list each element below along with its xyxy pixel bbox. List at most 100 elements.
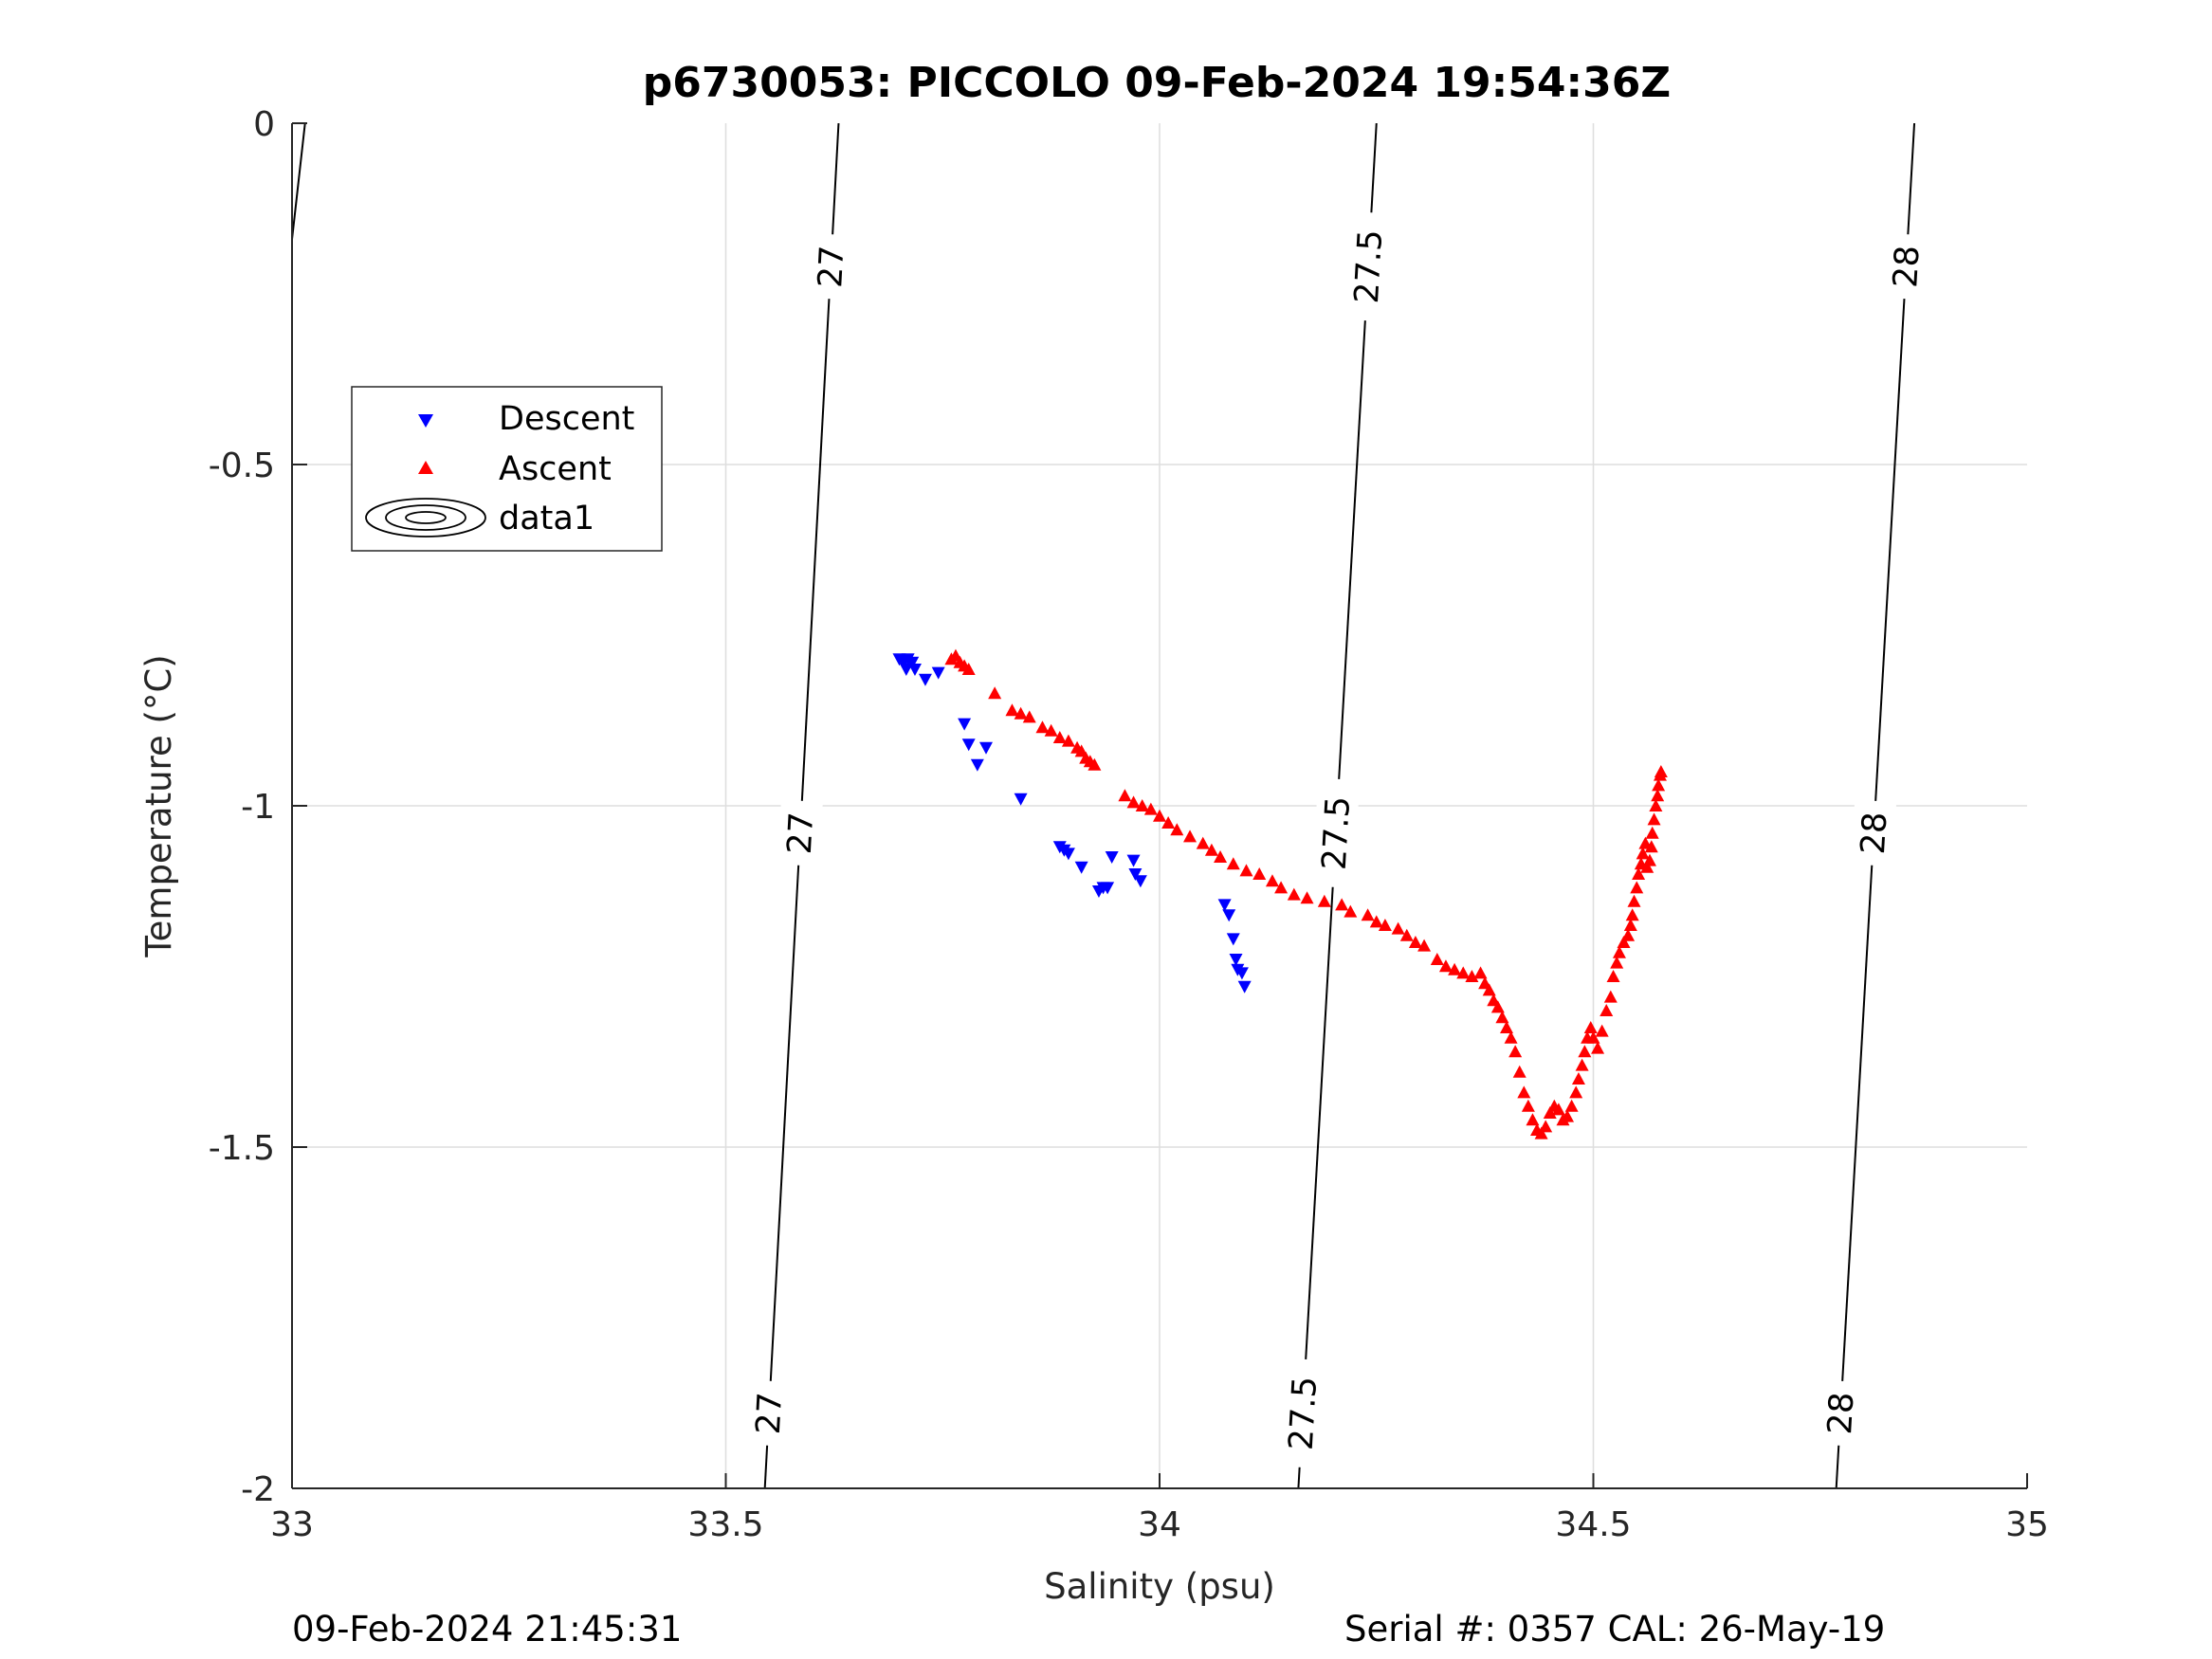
ascent-point: [1044, 723, 1058, 737]
descent-point: [1074, 861, 1088, 874]
tick-layer: 33 33.5 34 34.5 35 0 -0.5 -1 -1.5 -2: [209, 105, 2049, 1544]
ascent-point: [1632, 867, 1646, 880]
ascent-point: [1378, 919, 1392, 931]
ascent-point: [1595, 1024, 1609, 1037]
ascent-point: [1448, 962, 1462, 975]
descent-point: [1126, 854, 1141, 867]
descent-point: [1128, 868, 1143, 881]
ascent-point: [1317, 894, 1331, 907]
footer-timestamp: 09-Feb-2024 21:45:31: [292, 1609, 682, 1650]
ascent-point: [1490, 1000, 1505, 1013]
ascent-point: [1654, 765, 1668, 777]
contour-label-27: 27: [750, 1392, 790, 1436]
contour-label-gap: [808, 233, 854, 301]
ascent-point: [1391, 921, 1405, 935]
contour-label-27-5: 27.5: [1283, 1376, 1325, 1451]
ascent-point: [1287, 887, 1301, 901]
ascent-point: [1161, 816, 1176, 829]
descent-point: [1105, 851, 1119, 864]
ascent-point: [1561, 1109, 1575, 1122]
descent-point: [931, 666, 945, 680]
descent-point: [1222, 909, 1236, 922]
descent-point: [1014, 793, 1028, 806]
ascent-point: [1630, 881, 1644, 894]
ascent-point: [1399, 928, 1414, 941]
ascent-point: [1512, 1065, 1526, 1078]
ascent-point: [1612, 945, 1626, 958]
descent-series: [892, 653, 1252, 994]
ascent-point: [1153, 809, 1166, 822]
ascent-point: [1586, 1030, 1600, 1044]
ascent-point: [1591, 1041, 1605, 1054]
ascent-point: [1627, 894, 1641, 907]
legend-item-data1: data1: [365, 498, 594, 538]
ascent-point: [1645, 826, 1659, 839]
descent-point: [1237, 980, 1252, 994]
ascent-point: [1606, 970, 1620, 982]
ascent-point: [1649, 799, 1663, 811]
ascent-point: [1543, 1106, 1557, 1119]
descent-point: [979, 741, 993, 755]
ascent-point: [1603, 990, 1618, 1003]
ascent-point: [1196, 836, 1210, 849]
x-tick-label: 34: [1138, 1505, 1181, 1544]
ascent-point: [1610, 956, 1624, 969]
legend-data1-label: data1: [499, 500, 594, 538]
x-tick-label: 35: [2005, 1505, 2049, 1544]
legend-item-descent: Descent: [418, 400, 634, 438]
ascent-point: [1569, 1085, 1583, 1099]
ascent-point: [1022, 710, 1036, 723]
descent-point: [918, 673, 932, 686]
ascent-point: [1239, 864, 1253, 877]
ascent-point: [1652, 778, 1666, 792]
ascent-point: [1640, 860, 1654, 873]
ascent-point: [1265, 874, 1279, 887]
legend-box: [351, 386, 663, 552]
ascent-point: [1335, 898, 1349, 911]
ascent-point: [1135, 799, 1149, 811]
ascent-point: [1417, 939, 1432, 952]
legend-item-ascent: Ascent: [418, 450, 612, 488]
density-contours: 27 27 27 27.5 27.5 27.5 28 28 28: [291, 122, 1929, 1489]
ascent-point: [1438, 959, 1453, 973]
descent-point: [907, 664, 922, 676]
contour-label-gap: [1278, 1358, 1327, 1468]
footer-serial-cal: Serial #: 0357 CAL: 26-May-19: [1344, 1609, 1885, 1650]
descent-point: [958, 718, 972, 731]
ascent-point: [1344, 904, 1358, 918]
x-tick-label: 33.5: [687, 1505, 763, 1544]
legend-contour-ring-inner: [405, 511, 447, 524]
ascent-point: [1551, 1103, 1565, 1116]
descent-point: [905, 656, 920, 669]
ascent-point: [1571, 1072, 1585, 1085]
ascent-point: [1521, 1099, 1535, 1112]
ascent-point: [1473, 966, 1488, 979]
ascent-point: [961, 663, 976, 675]
legend-descent-label: Descent: [499, 400, 634, 438]
ascent-point: [1636, 847, 1650, 860]
ascent-point: [1600, 1004, 1614, 1016]
ascent-point: [1361, 908, 1375, 921]
x-axis-label: Salinity (psu): [1044, 1566, 1275, 1607]
contour-label-27: 27: [781, 811, 821, 856]
ascent-point: [1623, 919, 1637, 931]
ascent-point: [1647, 812, 1661, 826]
legend-ascent-label: Ascent: [499, 450, 612, 488]
descent-point: [970, 758, 984, 772]
ascent-point: [1408, 936, 1422, 948]
chart-title: p6730053: PICCOLO 09-Feb-2024 19:54:36Z: [643, 59, 1671, 107]
contour-label-gap: [746, 1379, 792, 1447]
ascent-point: [1126, 795, 1141, 809]
ascent-point: [1642, 853, 1656, 866]
ascent-series: [944, 648, 1668, 1139]
ascent-point: [1170, 823, 1184, 836]
descent-point: [1133, 875, 1147, 888]
ascent-point: [1578, 1045, 1592, 1058]
legend-contour-ring-outer: [365, 498, 486, 538]
ascent-point: [1183, 830, 1197, 843]
ascent-point: [1252, 867, 1267, 880]
ascent-point: [1274, 881, 1289, 894]
ascent-point: [1300, 891, 1314, 904]
contour-label-gap: [777, 799, 823, 866]
